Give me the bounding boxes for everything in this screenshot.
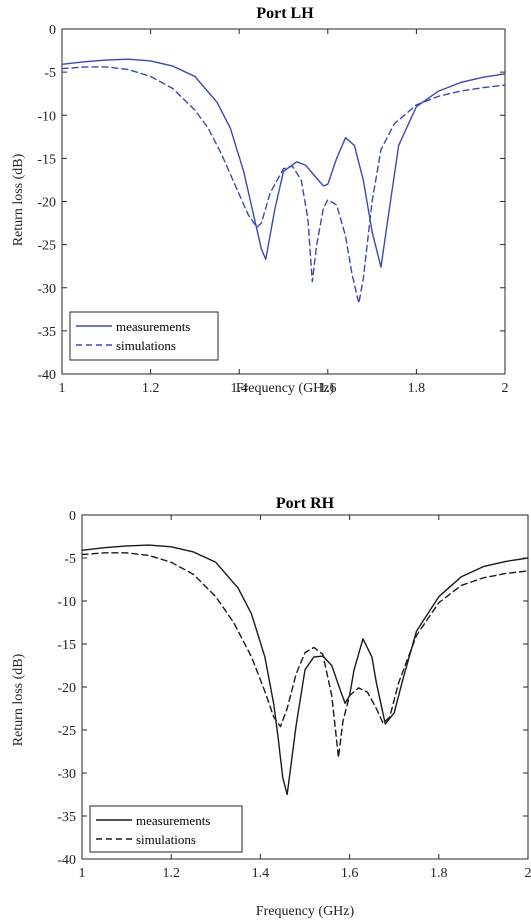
y-tick-label: -5 (44, 66, 56, 81)
ticks-layer: 1 1.2 1.4 1.6 1.8 2 0 -5 -10 -15 -20 -25 -30 -35 -40 (57, 509, 531, 881)
x-axis-label: Frequency (GHz) (236, 381, 335, 396)
plot-area (81, 514, 529, 860)
x-axis-label: Frequency (GHz) (256, 904, 355, 919)
legend: measurements simulations (69, 311, 219, 361)
x-tick-label: 1.4 (252, 866, 270, 881)
y-tick-label: 0 (49, 23, 56, 38)
legend-label-simulations: simulations (116, 338, 176, 353)
x-tick-label: 1 (59, 381, 66, 396)
series-line-simulations (81, 552, 529, 759)
y-tick-label: -15 (57, 638, 76, 653)
series-layer (81, 544, 529, 796)
y-tick-label: -10 (57, 595, 76, 610)
y-tick-label: -5 (64, 552, 76, 567)
x-tick-label: 1.8 (408, 381, 426, 396)
legend-label-measurements: measurements (136, 813, 210, 828)
x-tick-label: 1.4 (230, 381, 248, 396)
y-tick-label: -20 (37, 196, 56, 211)
series-line-simulations (61, 66, 506, 304)
chart-title: Port LH (256, 5, 314, 22)
series-line-measurements (61, 58, 506, 268)
y-tick-label: -25 (37, 239, 56, 254)
x-tick-label: 1.2 (142, 381, 160, 396)
legend-box (69, 311, 219, 361)
y-tick-label: -20 (57, 681, 76, 696)
y-tick-label: -35 (37, 325, 56, 340)
y-axis-label: Return loss (dB) (11, 153, 26, 246)
legend-label-measurements: measurements (116, 319, 190, 334)
x-tick-label: 1.8 (430, 866, 448, 881)
ticks-layer: 1 1.2 1.4 1.6 1.8 2 0 -5 -10 -15 -20 -25 -30 -35 -40 (37, 23, 508, 396)
y-tick-label: 0 (69, 509, 76, 524)
y-tick-label: -10 (37, 109, 56, 124)
chart-port-lh: Port LH 1 1.2 1.4 1.6 1.8 2 0 -5 -10 -15 -20 -25 -30… (11, 5, 509, 396)
x-tick-label: 1.6 (341, 866, 359, 881)
y-tick-label: -30 (37, 282, 56, 297)
y-tick-label: -30 (57, 767, 76, 782)
series-layer (61, 58, 506, 304)
y-tick-label: -35 (57, 810, 76, 825)
x-tick-label: 1.6 (319, 381, 337, 396)
chart-port-rh: Port RH 1 1.2 1.4 1.6 1.8 2 0 -5 -10 -15 -20 -25 -30… (11, 495, 531, 919)
y-tick-label: -25 (57, 724, 76, 739)
chart-title: Port RH (276, 495, 335, 512)
y-tick-label: -40 (37, 368, 56, 383)
legend-box (89, 805, 243, 853)
x-tick-label: 2 (525, 866, 531, 881)
legend: measurements simulations (89, 805, 243, 853)
x-tick-label: 1.2 (162, 866, 180, 881)
y-tick-label: -40 (57, 853, 76, 868)
y-axis-label: Return loss (dB) (11, 653, 26, 746)
x-tick-label: 2 (502, 381, 509, 396)
plot-box (81, 514, 529, 860)
legend-label-simulations: simulations (136, 832, 196, 847)
y-tick-label: -15 (37, 152, 56, 167)
x-tick-label: 1 (79, 866, 86, 881)
